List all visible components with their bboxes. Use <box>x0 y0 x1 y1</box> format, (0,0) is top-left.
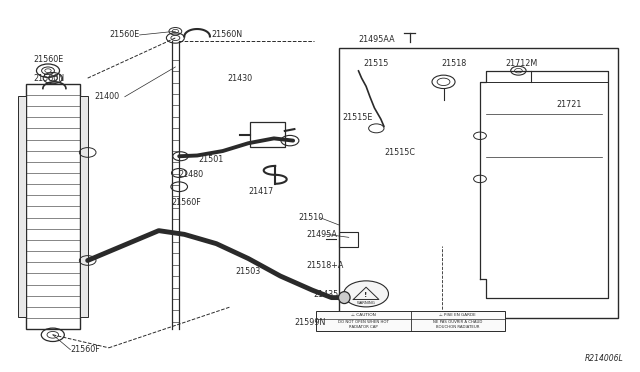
Text: 21599N: 21599N <box>294 318 326 327</box>
Text: BOUCHON RADIATEUR: BOUCHON RADIATEUR <box>436 325 479 329</box>
Text: 21721: 21721 <box>557 100 582 109</box>
Bar <box>339 48 618 318</box>
Text: RADIATOR CAP: RADIATOR CAP <box>349 325 378 329</box>
Text: ⚠ PISE EN GARDE: ⚠ PISE EN GARDE <box>440 313 476 317</box>
Text: 21480: 21480 <box>178 170 203 179</box>
Circle shape <box>344 281 388 307</box>
Bar <box>339 232 358 247</box>
Text: 21501: 21501 <box>198 155 223 164</box>
Text: 21430: 21430 <box>227 74 252 83</box>
Text: R214006L: R214006L <box>585 354 624 363</box>
Text: 21495A: 21495A <box>306 230 337 239</box>
Bar <box>18 96 26 317</box>
Ellipse shape <box>339 292 350 304</box>
Text: 21435: 21435 <box>314 291 339 299</box>
Bar <box>250 122 285 147</box>
Text: 21560F: 21560F <box>70 345 100 354</box>
Bar <box>80 96 88 317</box>
Text: 21560N: 21560N <box>33 74 64 83</box>
Text: 21712M: 21712M <box>506 59 538 68</box>
Text: 21503: 21503 <box>236 267 260 276</box>
Text: 21515E: 21515E <box>342 113 372 122</box>
Text: 21518+A: 21518+A <box>306 262 343 270</box>
Text: 21495AA: 21495AA <box>358 35 395 44</box>
Text: DO NOT OPEN WHEN HOT: DO NOT OPEN WHEN HOT <box>338 321 388 324</box>
Bar <box>26 84 80 329</box>
Text: 21515C: 21515C <box>384 148 415 157</box>
Text: 21515: 21515 <box>363 59 388 68</box>
Text: 21560E: 21560E <box>34 55 64 64</box>
Text: 21417: 21417 <box>248 187 273 196</box>
Text: 21560E: 21560E <box>109 31 140 39</box>
Text: !: ! <box>364 292 368 298</box>
Text: ⚠ CAUTION: ⚠ CAUTION <box>351 313 376 317</box>
Text: NE PAS OUVRIR A CHAUD: NE PAS OUVRIR A CHAUD <box>433 321 483 324</box>
Bar <box>316 311 505 331</box>
Text: 21560F: 21560F <box>172 198 201 207</box>
Text: 21518: 21518 <box>442 59 467 68</box>
Text: 21560N: 21560N <box>211 31 243 39</box>
Text: 21510: 21510 <box>298 213 323 222</box>
Text: 21400: 21400 <box>95 92 120 101</box>
Text: WARNING: WARNING <box>356 301 376 305</box>
